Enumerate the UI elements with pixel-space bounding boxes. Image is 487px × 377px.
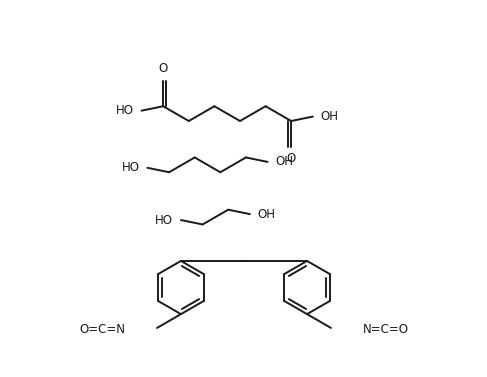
Text: N=C=O: N=C=O bbox=[362, 323, 409, 336]
Text: O=C=N: O=C=N bbox=[79, 323, 126, 336]
Text: OH: OH bbox=[321, 110, 339, 123]
Text: OH: OH bbox=[276, 155, 294, 169]
Text: HO: HO bbox=[122, 161, 140, 174]
Text: O: O bbox=[159, 62, 168, 75]
Text: OH: OH bbox=[258, 208, 276, 221]
Text: HO: HO bbox=[155, 213, 173, 227]
Text: O: O bbox=[286, 152, 296, 165]
Text: HO: HO bbox=[115, 104, 133, 117]
